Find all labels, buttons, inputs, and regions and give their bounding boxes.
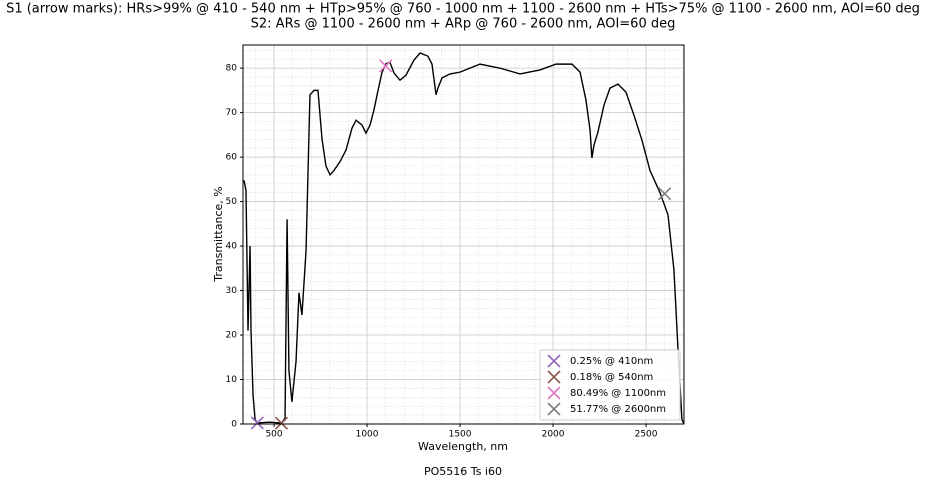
marker-stroke [547,354,561,368]
x-tick-label: 1500 [449,430,472,440]
marker-stroke [658,187,672,201]
y-tick-label: 60 [226,153,238,163]
x-axis-label: Wavelength, nm [418,440,508,453]
x-tick-label: 500 [265,430,282,440]
y-tick-label: 80 [226,64,238,74]
y-tick-label: 50 [226,197,238,207]
x-tick-label: 2500 [635,430,658,440]
marker [250,416,264,430]
marker [547,386,561,400]
y-tick-label: 70 [226,108,238,118]
chart-subtitle: S2: ARs @ 1100 - 2600 nm + ARp @ 760 - 2… [251,17,676,32]
marker [547,354,561,368]
y-tick-label: 20 [226,331,238,341]
marker [658,187,672,201]
marker [379,59,393,73]
x-tick-label: 2000 [542,430,565,440]
y-tick-label: 30 [226,286,238,296]
chart-title: S1 (arrow marks): HRs>99% @ 410 - 540 nm… [6,2,920,17]
y-tick-label: 40 [226,242,238,252]
data-line [243,52,685,425]
footer: PO5516 Ts i60 [424,465,502,478]
marker [547,370,561,384]
x-tick-label: 1000 [356,430,379,440]
legend-label: 80.49% @ 1100nm [570,388,666,399]
y-tick-label: 10 [226,375,238,385]
marker-stroke [547,386,561,400]
y-tick-label: 0 [231,420,237,430]
marker [274,416,289,430]
legend-label: 0.18% @ 540nm [570,372,653,383]
legend-box [539,349,681,421]
marker-stroke [379,59,393,73]
marker-stroke [274,416,289,430]
y-axis-label: Transmittance, % [212,186,225,282]
plot-frame [242,44,685,425]
marker-stroke [250,416,264,430]
marker-stroke [547,402,561,416]
legend-label: 51.77% @ 2600nm [570,404,666,415]
marker-stroke [547,370,561,384]
legend-label: 0.25% @ 410nm [570,356,653,367]
marker [547,402,561,416]
